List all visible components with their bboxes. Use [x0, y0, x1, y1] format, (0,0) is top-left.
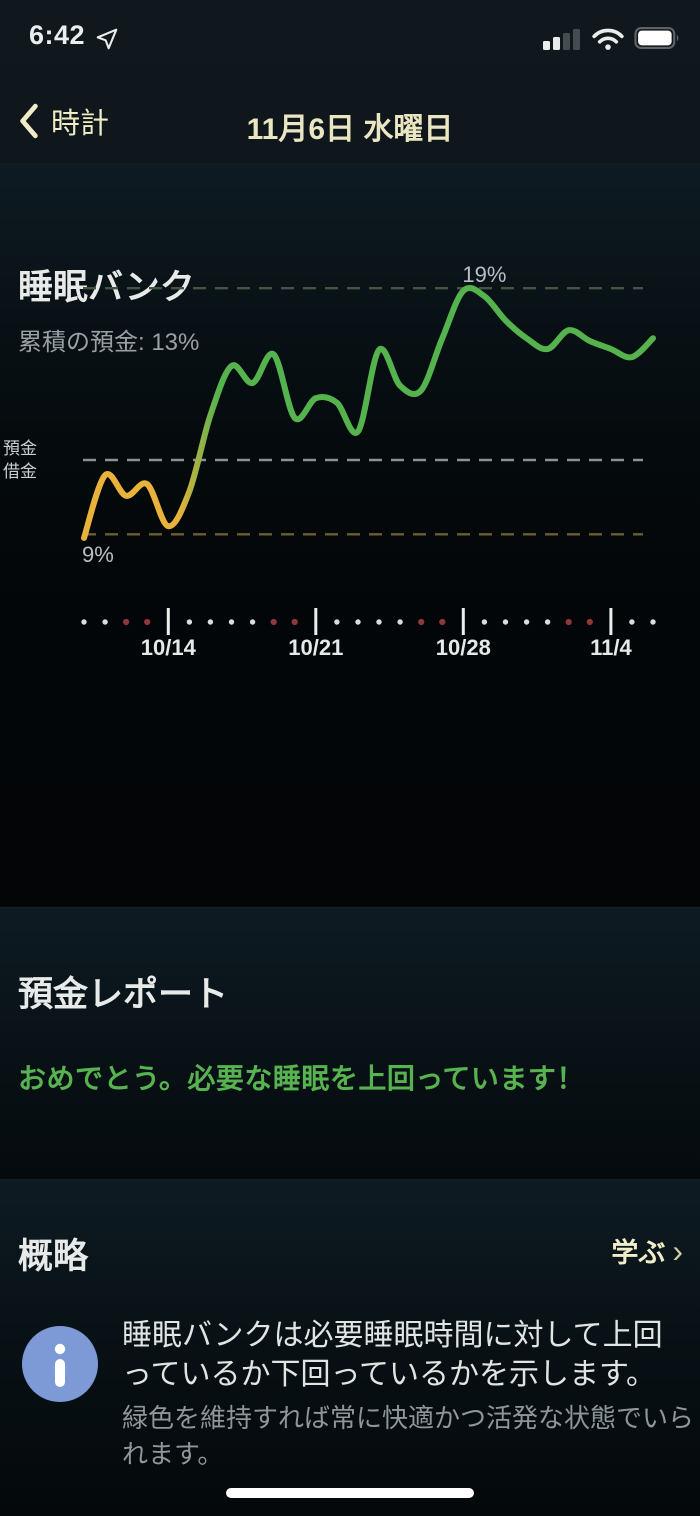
navigation-bar: 時計 11月6日 水曜日 — [0, 64, 700, 163]
day-dot — [650, 619, 656, 625]
day-dot — [102, 619, 108, 625]
overview-header: 概略 学ぶ › — [0, 1228, 700, 1277]
day-dot — [186, 619, 193, 625]
overview-info-row: 睡眠バンクは必要睡眠時間に対して上回っているか下回っているかを示します。 緑色を… — [22, 1316, 694, 1472]
day-dot — [228, 619, 235, 625]
x-tick-label: 11/4 — [590, 635, 632, 660]
battery-icon — [634, 27, 682, 54]
weekend-day-dot — [144, 618, 151, 626]
value-annotation: 9% — [82, 542, 114, 567]
weekend-day-dot — [439, 618, 446, 626]
day-dot — [544, 619, 551, 625]
y-axis-label: 預金 — [3, 439, 37, 458]
overview-title: 概略 — [18, 1237, 89, 1276]
learn-link[interactable]: 学ぶ › — [611, 1231, 683, 1270]
home-indicator[interactable] — [226, 1488, 474, 1498]
day-dot — [376, 619, 382, 625]
chevron-left-icon — [20, 103, 38, 139]
day-dot — [523, 619, 530, 625]
weekend-day-dot — [123, 618, 130, 626]
back-button[interactable]: 時計 — [18, 100, 109, 142]
status-bar: 6:42 — [0, 0, 700, 64]
day-dot — [629, 619, 635, 625]
overview-info-sub: 緑色を維持すれば常に快適かつ活発な状態でいられます。 — [122, 1403, 695, 1469]
day-dot — [481, 619, 488, 625]
chart-x-axis — [81, 608, 656, 635]
deposit-report-title: 預金レポート — [18, 975, 229, 1014]
weekend-day-dot — [418, 618, 425, 626]
day-dot — [355, 619, 361, 625]
chevron-right-icon: › — [672, 1232, 683, 1269]
day-dot — [397, 619, 403, 625]
cellular-signal-icon — [543, 28, 585, 55]
x-tick-label: 10/28 — [436, 635, 491, 660]
chart-container: 10/14 10/21 10/28 11/4 預金借金 19% 9% — [0, 187, 700, 742]
weekend-day-dot — [291, 618, 298, 626]
sleep-bank-curve — [81, 285, 656, 541]
chart-line — [81, 285, 656, 541]
page-title: 11月6日 水曜日 — [246, 113, 454, 146]
x-tick-label: 10/14 — [141, 635, 197, 660]
chart-gridlines — [83, 286, 643, 536]
day-dot — [334, 619, 340, 625]
day-dot — [249, 619, 256, 625]
wifi-icon — [592, 27, 624, 56]
clock-time: 6:42 — [29, 20, 86, 50]
weekend-day-dot — [586, 618, 593, 626]
overview-info-texts: 睡眠バンクは必要睡眠時間に対して上回っているか下回っているかを示します。 緑色を… — [122, 1316, 694, 1472]
day-dot — [207, 619, 214, 625]
weekend-day-dot — [270, 618, 277, 626]
y-axis-label: 借金 — [3, 462, 37, 481]
overview-info-main: 睡眠バンクは必要睡眠時間に対して上回っているか下回っているかを示します。 — [122, 1319, 663, 1391]
cumulative-deposit-label: 累積の預金: 13% — [18, 329, 200, 356]
value-annotation: 19% — [462, 262, 506, 287]
weekend-day-dot — [565, 618, 572, 626]
day-dot — [81, 619, 87, 625]
info-circle-icon — [22, 1326, 98, 1402]
overview-card — [0, 1179, 700, 1516]
day-dot — [502, 619, 509, 625]
deposit-report-card: 預金レポート おめでとう。必要な睡眠を上回っています！ — [0, 907, 700, 1178]
deposit-report-message: おめでとう。必要な睡眠を上回っています！ — [18, 1063, 585, 1094]
back-button-label: 時計 — [51, 108, 110, 140]
learn-link-label: 学ぶ — [611, 1238, 666, 1268]
location-arrow-icon — [95, 27, 119, 56]
x-tick-label: 10/21 — [288, 635, 343, 660]
